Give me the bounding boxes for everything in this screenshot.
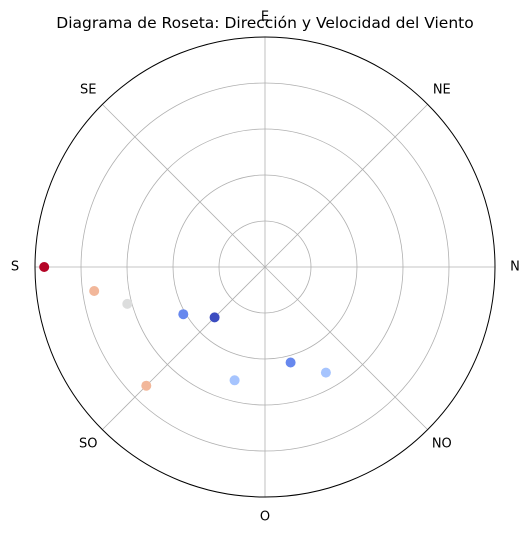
data-point-6 [122,298,133,309]
polar-frame [34,36,496,498]
direction-label-ne: NE [433,83,451,98]
data-point-9 [39,262,50,272]
direction-label-n: N [510,260,520,275]
direction-label-e: E [261,10,269,25]
theta-gridline-ne [264,104,428,268]
theta-gridline-so [102,266,266,430]
data-points [39,262,331,391]
data-point-5 [320,367,331,378]
direction-label-so: SO [79,436,97,451]
direction-label-se: SE [80,83,96,98]
data-point-3 [285,357,296,368]
polar-grid [34,36,496,498]
direction-labels: E NE N NO O SO S SE [11,10,520,525]
data-point-8 [89,286,100,296]
data-point-7 [141,380,152,391]
direction-label-o: O [260,510,270,525]
direction-label-no: NO [432,436,452,451]
chart-title: Diagrama de Roseta: Dirección y Velocida… [56,14,473,32]
theta-gridline-se [102,104,266,268]
data-point-1 [209,312,220,323]
data-point-4 [229,375,240,386]
direction-label-s: S [11,260,19,275]
data-point-2 [178,309,189,320]
theta-gridline-no [264,266,428,430]
